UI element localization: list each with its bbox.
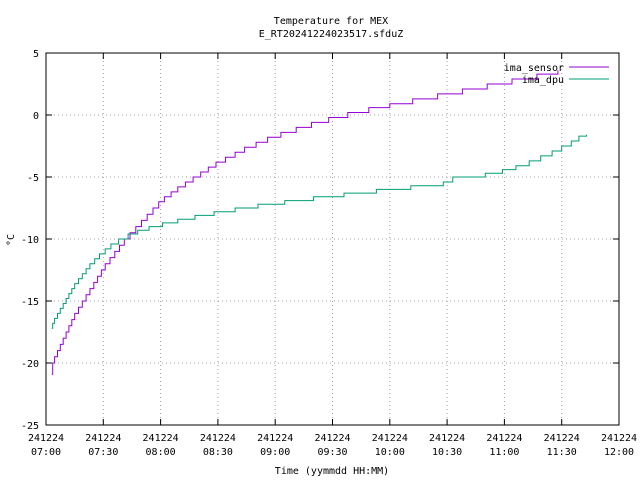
y-axis-label: °C <box>6 234 17 246</box>
x-tick-label-time: 08:30 <box>203 447 233 458</box>
x-tick-label-time: 10:00 <box>375 447 405 458</box>
grid-lines <box>46 53 619 425</box>
x-tick-label-date: 241224 <box>601 433 637 444</box>
chart-title: Temperature for MEX <box>274 16 388 27</box>
y-tick-label: -5 <box>27 173 39 184</box>
x-tick-label-time: 08:00 <box>146 447 176 458</box>
x-tick-label-date: 241224 <box>143 433 179 444</box>
x-tick-label-time: 11:00 <box>489 447 519 458</box>
x-tick-label-date: 241224 <box>28 433 64 444</box>
legend-label-ima-dpu: ima_dpu <box>522 75 564 86</box>
x-tick-label-time: 07:00 <box>31 447 61 458</box>
series-line-ima-sensor <box>51 70 559 375</box>
x-tick-label-date: 241224 <box>429 433 465 444</box>
y-tick-label: 5 <box>33 49 39 60</box>
x-tick-label-time: 09:30 <box>317 447 347 458</box>
x-tick-label-time: 11:30 <box>547 447 577 458</box>
axis-ticks: -25 -20 -15 -10 -5 0 5 241224 07:00 241224 07:30 24… <box>21 49 637 458</box>
x-tick-label-date: 241224 <box>85 433 121 444</box>
y-tick-label: 0 <box>33 111 39 122</box>
x-tick-label-date: 241224 <box>314 433 350 444</box>
series-line-ima-dpu <box>51 134 587 329</box>
y-tick-label: -25 <box>21 421 39 432</box>
x-tick-label-time: 07:30 <box>88 447 118 458</box>
x-axis-label: Time (yymmdd HH:MM) <box>275 466 389 477</box>
x-tick-label-date: 241224 <box>544 433 580 444</box>
legend-label-ima-sensor: ima_sensor <box>504 63 564 74</box>
x-tick-label-date: 241224 <box>257 433 293 444</box>
series-layer <box>51 70 587 375</box>
x-tick-label-date: 241224 <box>372 433 408 444</box>
chart-subtitle: E_RT20241224023517.sfduZ <box>259 29 404 40</box>
y-tick-label: -15 <box>21 297 39 308</box>
y-tick-label: -10 <box>21 235 39 246</box>
x-tick-label-time: 12:00 <box>604 447 634 458</box>
y-tick-label: -20 <box>21 359 39 370</box>
x-tick-label-date: 241224 <box>200 433 236 444</box>
x-tick-label-date: 241224 <box>486 433 522 444</box>
x-tick-label-time: 09:00 <box>260 447 290 458</box>
x-tick-label-time: 10:30 <box>432 447 462 458</box>
